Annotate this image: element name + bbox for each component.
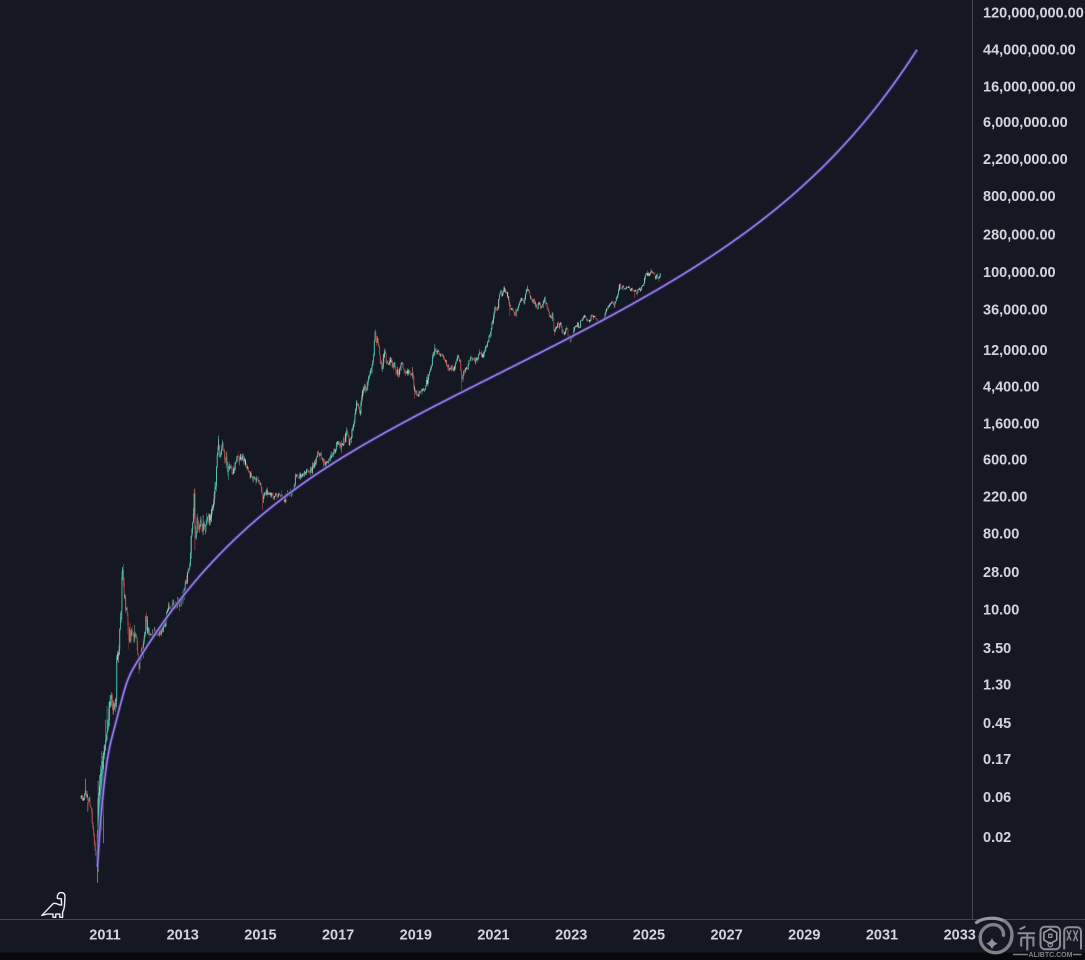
svg-text:4,400.00: 4,400.00 xyxy=(983,380,1039,396)
svg-text:2019: 2019 xyxy=(400,928,432,944)
svg-text:6,000,000.00: 6,000,000.00 xyxy=(983,115,1068,131)
svg-text:44,000,000.00: 44,000,000.00 xyxy=(983,42,1076,58)
svg-text:280,000.00: 280,000.00 xyxy=(983,228,1056,244)
svg-text:80.00: 80.00 xyxy=(983,526,1019,542)
svg-text:2017: 2017 xyxy=(322,928,354,944)
svg-text:100,000.00: 100,000.00 xyxy=(983,265,1056,281)
svg-text:12,000.00: 12,000.00 xyxy=(983,343,1048,359)
svg-text:2029: 2029 xyxy=(788,928,820,944)
svg-text:2027: 2027 xyxy=(710,928,742,944)
svg-text:600.00: 600.00 xyxy=(983,453,1027,469)
svg-text:10.00: 10.00 xyxy=(983,603,1019,619)
svg-text:ALIBTC.COM: ALIBTC.COM xyxy=(1029,952,1073,959)
svg-text:0.45: 0.45 xyxy=(983,716,1011,732)
svg-text:0.17: 0.17 xyxy=(983,752,1011,768)
svg-text:2025: 2025 xyxy=(633,928,665,944)
svg-text:0.02: 0.02 xyxy=(983,830,1011,846)
svg-text:1.30: 1.30 xyxy=(983,677,1011,693)
svg-text:3.50: 3.50 xyxy=(983,641,1011,657)
svg-text:2023: 2023 xyxy=(555,928,587,944)
svg-text:2015: 2015 xyxy=(244,928,276,944)
svg-text:800,000.00: 800,000.00 xyxy=(983,189,1056,205)
svg-text:2033: 2033 xyxy=(944,928,976,944)
svg-text:2021: 2021 xyxy=(477,928,509,944)
svg-text:28.00: 28.00 xyxy=(983,565,1019,581)
svg-text:2011: 2011 xyxy=(89,928,120,944)
svg-text:0.06: 0.06 xyxy=(983,790,1011,806)
svg-text:2031: 2031 xyxy=(866,928,898,944)
svg-text:1,600.00: 1,600.00 xyxy=(983,417,1039,433)
svg-text:2,200,000.00: 2,200,000.00 xyxy=(983,152,1068,168)
svg-text:120,000,000.00: 120,000,000.00 xyxy=(983,6,1084,22)
svg-text:2013: 2013 xyxy=(167,928,199,944)
svg-text:36,000.00: 36,000.00 xyxy=(983,303,1048,319)
svg-text:16,000,000.00: 16,000,000.00 xyxy=(983,79,1076,95)
svg-text:220.00: 220.00 xyxy=(983,489,1027,505)
